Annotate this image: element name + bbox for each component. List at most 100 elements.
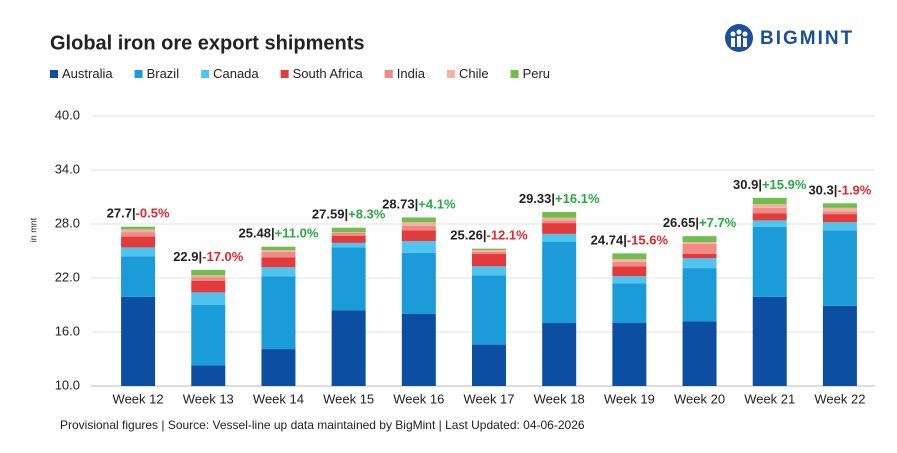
separator: | [132, 206, 136, 221]
separator: | [551, 191, 555, 206]
y-tick-label: 22.0 [55, 269, 80, 284]
bar-segment [752, 197, 787, 205]
bar-segment [612, 323, 647, 386]
bar-segment [682, 258, 717, 269]
bar-segment [542, 233, 577, 242]
bar-segment [191, 275, 226, 278]
bar-segment [682, 242, 717, 244]
bar-segment [121, 226, 156, 230]
bar-segment [752, 226, 787, 297]
bar-segment [542, 217, 577, 221]
bar-segment [682, 243, 717, 254]
legend-swatch [510, 70, 519, 78]
separator: | [758, 177, 762, 192]
x-tick-label: Week 14 [253, 391, 304, 406]
y-tick-label: 28.0 [55, 215, 80, 230]
legend-swatch [446, 70, 455, 78]
total-label: 25.48|+11.0% [238, 226, 318, 241]
bar-segment [191, 365, 226, 386]
bar-segment [401, 230, 436, 242]
x-tick-label: Week 12 [113, 391, 164, 406]
bar-segment [822, 211, 857, 215]
separator: | [623, 233, 627, 248]
bar-segment [261, 257, 296, 268]
legend-label: South Africa [293, 66, 364, 81]
brand: BIGMINT [760, 28, 854, 49]
x-tick-label: Week 20 [674, 391, 725, 406]
bar-segment [121, 256, 156, 297]
change-label: -17.0% [202, 249, 244, 264]
bar-segment [682, 253, 717, 259]
legend-swatch [50, 70, 58, 78]
chart-title: Global iron ore export shipments [50, 32, 365, 54]
total-label: 30.9|+15.9% [733, 177, 807, 192]
change-label: +8.3% [348, 207, 386, 222]
bar-segment [822, 214, 857, 223]
bar-segment [261, 276, 296, 350]
change-label: +11.0% [275, 226, 319, 241]
x-tick-label: Week 22 [814, 391, 865, 406]
bar-segment [612, 276, 647, 284]
bar-segment [822, 207, 857, 212]
total-label: 26.65|+7.7% [663, 216, 737, 231]
bar-segment [401, 241, 436, 253]
bar-segment [121, 232, 156, 237]
total-label: 27.59|+8.3% [312, 207, 386, 222]
bar-segment [121, 296, 156, 386]
bar-segment [542, 223, 577, 234]
separator: | [271, 226, 275, 241]
total-label: 22.9|-17.0% [173, 249, 244, 264]
bar-segment [612, 259, 647, 262]
bar-segment [401, 252, 436, 314]
legend-label: Chile [459, 66, 489, 81]
total-label: 25.26|-12.1% [450, 228, 528, 243]
bar-segment [261, 250, 296, 252]
bar-segment [752, 296, 787, 386]
bar-segment [472, 266, 506, 276]
total-label: 30.3|-1.9% [808, 183, 871, 198]
bar-segment [331, 232, 366, 233]
bar-segment [612, 283, 647, 323]
bar-segment [542, 242, 577, 323]
footer: Provisional figures | Source: Vessel-lin… [60, 418, 585, 432]
bar-segment [331, 310, 366, 386]
bar-segment [612, 253, 647, 260]
bar-segment [191, 277, 226, 281]
separator: | [483, 228, 487, 243]
separator: | [415, 197, 419, 212]
legend-swatch [384, 70, 393, 78]
change-label: -1.9% [837, 183, 871, 198]
x-tick-label: Week 19 [604, 391, 655, 406]
total-value: 28.73 [382, 197, 415, 212]
legend-swatch [201, 70, 210, 78]
bar-segment [331, 242, 366, 248]
bar-segment [331, 233, 366, 236]
separator: | [695, 216, 699, 231]
change-label: -15.6% [627, 233, 669, 248]
bar-segment [261, 246, 296, 251]
bar-segment [612, 266, 647, 277]
x-tick-label: Week 13 [183, 391, 234, 406]
change-label: +7.7% [699, 216, 737, 231]
bar-segment [682, 321, 717, 386]
bar-segment [472, 344, 506, 386]
separator: | [834, 183, 838, 198]
bar-segment [401, 217, 436, 223]
bar-segment [752, 220, 787, 227]
change-label: -0.5% [136, 206, 170, 221]
total-value: 29.33 [519, 191, 552, 206]
bar-segment [121, 236, 156, 248]
bar-segment [121, 247, 156, 257]
legend-label: India [397, 66, 426, 81]
total-value: 26.65 [663, 216, 696, 231]
bar-segment [542, 323, 577, 386]
change-label: +15.9% [762, 177, 807, 192]
total-label: 27.7|-0.5% [107, 206, 170, 221]
total-value: 25.48 [238, 226, 271, 241]
bar-segment [472, 275, 506, 345]
bar-segment [401, 314, 436, 386]
bar-segment [191, 269, 226, 276]
change-label: +16.1% [555, 191, 600, 206]
total-value: 30.3 [808, 183, 833, 198]
legend-label: Australia [62, 66, 113, 81]
